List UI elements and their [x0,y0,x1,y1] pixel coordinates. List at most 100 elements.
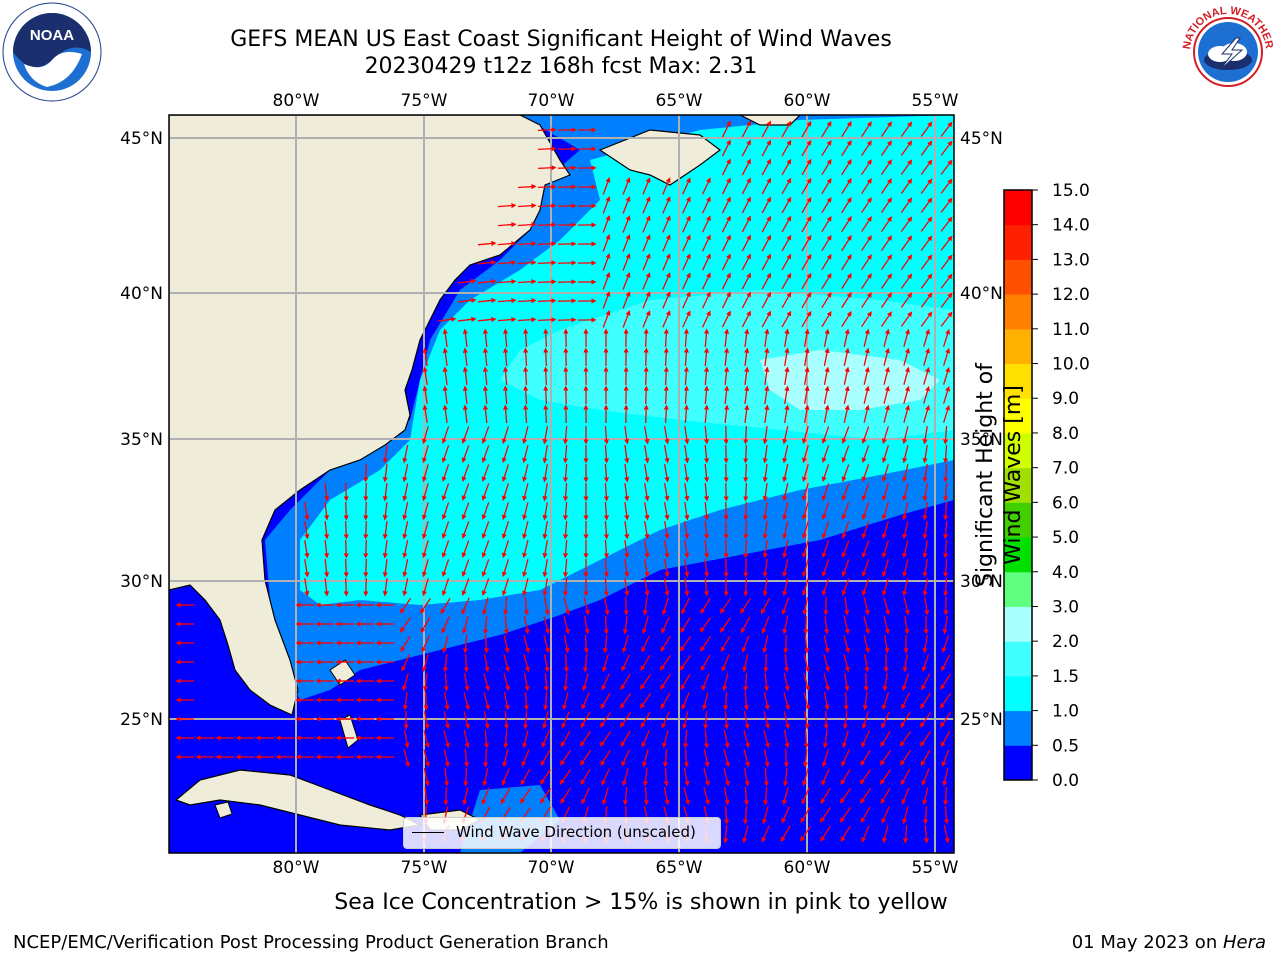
wave-arrow [582,673,589,692]
wave-arrow [822,749,829,768]
wave-arrow [703,444,710,464]
wave-arrow [662,748,669,768]
wave-arrow [562,463,569,483]
wave-arrow [304,577,310,597]
wave-arrow [604,597,610,616]
wave-arrow [643,366,649,386]
wave-arrow [800,826,812,842]
wave-arrow [782,502,789,521]
wave-arrow [821,196,832,214]
wave-arrow [642,177,651,195]
wave-arrow [743,482,749,502]
wave-arrow [497,221,517,228]
wave-arrow [703,787,710,806]
wave-arrow [782,616,789,635]
wave-arrow [522,483,529,502]
wave-arrow [801,426,809,445]
colorbar-segment [1004,745,1032,781]
wave-arrow [497,240,517,247]
wave-arrow [523,328,529,348]
colorbar-tick-label: 1.5 [1052,667,1079,687]
wave-arrow [741,196,751,214]
wave-arrow [523,710,529,730]
wave-arrow [562,444,569,464]
wave-arrow [582,653,589,673]
wave-arrow [503,673,510,692]
wave-arrow [442,635,449,654]
wave-arrow [803,347,810,366]
wave-arrow [843,328,850,347]
wave-arrow [663,540,670,559]
wave-arrow [821,310,832,328]
wave-arrow [821,483,830,502]
wave-arrow [624,501,630,521]
wave-arrow [900,711,911,728]
colorbar-segment [1004,641,1032,677]
wave-arrow [683,366,689,386]
wave-arrow [443,692,450,711]
wave-arrow [681,597,691,615]
wave-arrow [502,596,509,616]
wave-arrow [821,234,832,252]
wave-arrow [683,328,689,348]
colorbar-segment [1004,571,1032,607]
wave-arrow [324,539,330,559]
wave-arrow [401,673,409,692]
wave-arrow [539,788,552,804]
wave-arrow [483,654,490,673]
wave-arrow [943,404,951,423]
wave-arrow [803,615,809,635]
wave-arrow [642,215,651,233]
wave-arrow [543,366,549,386]
wave-arrow [522,578,529,597]
wave-arrow [801,291,812,309]
wave-arrow [402,483,409,502]
wave-arrow [523,385,529,405]
wave-arrow [861,273,872,290]
wave-arrow [823,635,830,654]
wave-arrow [764,366,770,386]
wave-arrow [537,241,557,247]
wave-arrow [663,483,670,502]
wave-arrow [943,558,949,578]
wave-arrow [642,596,648,616]
longitude-label: 65°W [656,858,703,878]
wave-arrow [441,483,450,502]
longitude-label: 55°W [912,91,959,111]
wave-arrow [663,787,670,806]
wave-arrow [523,596,530,616]
wave-arrow [940,178,953,194]
wave-arrow [861,711,869,730]
colorbar-frame [1003,189,1033,781]
wave-arrow [620,730,631,748]
wave-arrow [462,347,468,367]
wave-arrow [537,127,557,133]
wave-arrow [680,673,691,691]
wave-arrow [683,787,690,806]
wave-arrow [497,316,517,323]
wave-arrow [523,347,529,367]
wave-arrow [441,616,450,634]
wave-arrow [823,385,830,404]
colorbar-tick-label: 6.0 [1052,493,1079,513]
chart-subtitle: 20230429 t12z 168h fcst Max: 2.31 [364,54,758,79]
wave-arrow [781,196,792,214]
wave-arrow [643,347,649,367]
wave-arrow [801,120,812,138]
wave-arrow [623,596,629,616]
wave-arrow [399,598,412,614]
wave-arrow [941,654,951,672]
wave-arrow [622,177,631,195]
wave-arrow [422,654,429,673]
wave-arrow [463,767,469,787]
wave-arrow [820,787,831,805]
wave-arrow [603,558,610,578]
wave-arrow [542,464,549,483]
wave-arrow [924,596,930,616]
wave-arrow [462,787,469,806]
wave-arrow [740,616,751,634]
wave-arrow [743,691,750,711]
wave-arrow [703,385,710,405]
colorbar-tick-label: 5.0 [1052,528,1079,548]
wave-arrow [343,482,349,502]
